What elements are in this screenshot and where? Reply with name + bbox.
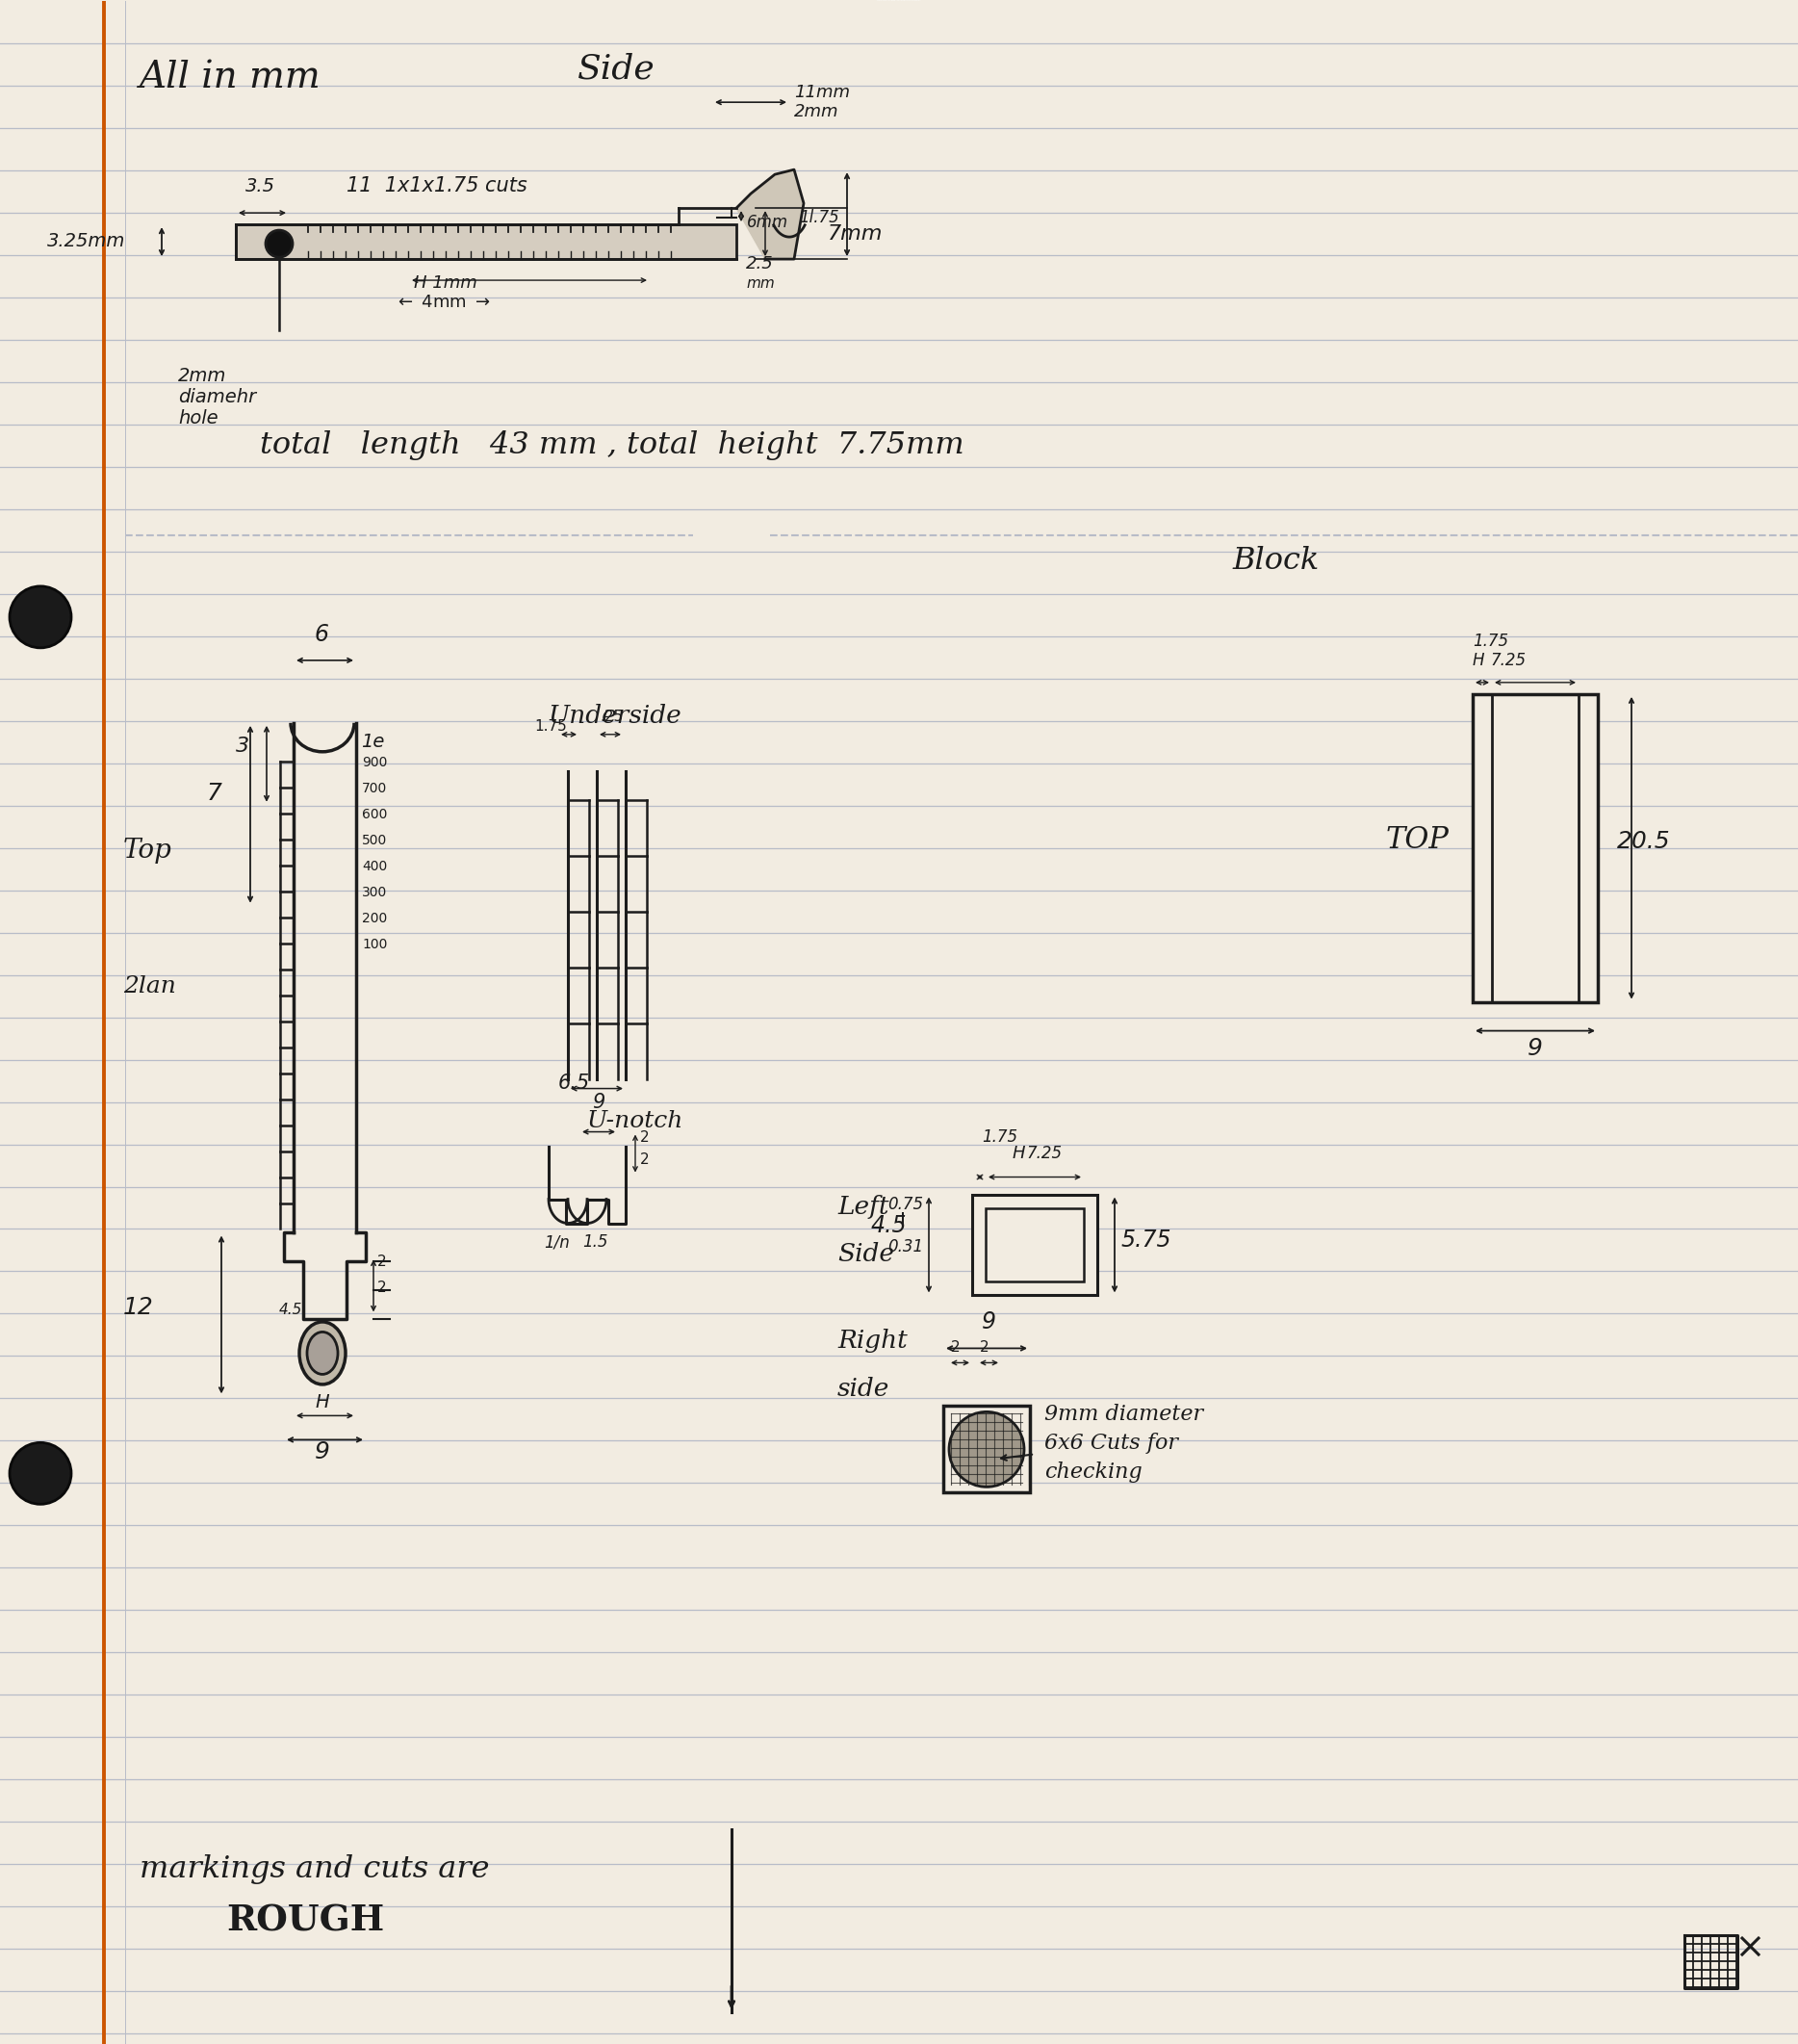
Ellipse shape xyxy=(298,1322,345,1384)
Text: 0.75: 0.75 xyxy=(888,1196,922,1212)
Text: 7mm: 7mm xyxy=(827,225,883,243)
Text: 6: 6 xyxy=(315,623,329,646)
Text: 100: 100 xyxy=(361,938,387,950)
Text: Top: Top xyxy=(124,838,173,863)
Text: Block: Block xyxy=(1232,546,1320,576)
Text: mm: mm xyxy=(746,276,775,290)
Text: 1.75: 1.75 xyxy=(534,719,566,734)
Text: H 1mm: H 1mm xyxy=(414,274,476,292)
Text: 11  1x1x1.75 cuts: 11 1x1x1.75 cuts xyxy=(347,176,527,196)
Text: 3.5: 3.5 xyxy=(246,178,275,196)
Text: 2: 2 xyxy=(640,1153,649,1167)
Polygon shape xyxy=(737,170,804,260)
Text: total   length   43 mm , total  height  7.75mm: total length 43 mm , total height 7.75mm xyxy=(261,431,964,460)
Text: 6.5: 6.5 xyxy=(557,1073,590,1091)
Text: 9: 9 xyxy=(592,1091,604,1112)
Text: Side: Side xyxy=(577,53,654,86)
Bar xyxy=(944,1406,1030,1492)
Bar xyxy=(973,1194,1097,1296)
Text: 2: 2 xyxy=(378,1255,387,1269)
Text: 600: 600 xyxy=(361,807,387,822)
Text: All in mm: All in mm xyxy=(140,59,322,96)
Circle shape xyxy=(266,231,293,258)
Text: U-notch: U-notch xyxy=(588,1110,683,1132)
Text: 200: 200 xyxy=(361,912,387,926)
Text: 1l.75: 1l.75 xyxy=(798,208,840,227)
Text: 20.5: 20.5 xyxy=(1616,830,1670,852)
Text: 2: 2 xyxy=(980,1341,989,1355)
Text: TOP: TOP xyxy=(1386,826,1449,854)
Text: 6mm: 6mm xyxy=(746,215,789,231)
Bar xyxy=(1473,695,1598,1002)
Text: 3.25mm: 3.25mm xyxy=(47,233,126,251)
Text: H: H xyxy=(1012,1145,1025,1161)
Text: 5.75: 5.75 xyxy=(1122,1228,1172,1253)
Text: 4.5: 4.5 xyxy=(279,1304,302,1318)
Text: 12: 12 xyxy=(124,1296,155,1320)
Text: 400: 400 xyxy=(361,858,387,873)
Text: 900: 900 xyxy=(361,756,387,769)
Text: 7.25: 7.25 xyxy=(1491,652,1527,668)
Text: Right: Right xyxy=(838,1329,908,1353)
Text: 1.75: 1.75 xyxy=(982,1128,1018,1145)
Text: 300: 300 xyxy=(361,885,387,899)
Bar xyxy=(985,1208,1084,1282)
Text: 7: 7 xyxy=(207,781,223,805)
Text: 11mm: 11mm xyxy=(795,84,850,102)
Text: 2mm
diamehr
hole: 2mm diamehr hole xyxy=(178,366,255,427)
Text: I: I xyxy=(901,1212,906,1233)
Text: H: H xyxy=(1473,652,1485,668)
Text: $\leftarrow$ 4mm $\rightarrow$: $\leftarrow$ 4mm $\rightarrow$ xyxy=(394,294,491,311)
Text: 9: 9 xyxy=(982,1310,996,1335)
Text: 0.31: 0.31 xyxy=(888,1239,922,1255)
Text: 9mm diameter: 9mm diameter xyxy=(1045,1404,1203,1425)
Bar xyxy=(236,225,737,260)
Text: Side: Side xyxy=(838,1243,894,1267)
Text: 1e: 1e xyxy=(361,732,385,750)
Text: ROUGH: ROUGH xyxy=(227,1903,385,1938)
Text: checking: checking xyxy=(1045,1461,1142,1484)
Ellipse shape xyxy=(307,1333,338,1374)
Text: 1/n: 1/n xyxy=(543,1235,570,1251)
Text: markings and cuts are: markings and cuts are xyxy=(140,1854,489,1885)
Text: 9: 9 xyxy=(1528,1036,1543,1059)
Text: 3: 3 xyxy=(236,736,250,756)
Text: Left: Left xyxy=(838,1194,888,1218)
Text: 2lan: 2lan xyxy=(124,975,176,997)
Text: 2.5: 2.5 xyxy=(746,256,773,272)
Text: 4.5: 4.5 xyxy=(870,1214,908,1239)
Text: 7.25: 7.25 xyxy=(1027,1145,1063,1161)
Circle shape xyxy=(949,1412,1025,1486)
Circle shape xyxy=(9,587,72,648)
Text: Underside: Underside xyxy=(548,703,681,728)
Text: 2: 2 xyxy=(951,1341,960,1355)
Text: 1.75: 1.75 xyxy=(1473,632,1509,650)
Text: 1.5: 1.5 xyxy=(583,1235,608,1251)
Text: 2: 2 xyxy=(640,1130,649,1145)
Text: 700: 700 xyxy=(361,781,387,795)
Text: 9: 9 xyxy=(315,1441,331,1464)
Text: 500: 500 xyxy=(361,834,387,846)
Circle shape xyxy=(9,1443,72,1504)
Text: 6x6 Cuts for: 6x6 Cuts for xyxy=(1045,1433,1178,1453)
Text: 2: 2 xyxy=(378,1282,387,1296)
Text: .25: .25 xyxy=(601,709,622,724)
Text: H: H xyxy=(315,1394,329,1412)
Text: 2mm: 2mm xyxy=(795,102,840,121)
Text: side: side xyxy=(838,1378,890,1402)
